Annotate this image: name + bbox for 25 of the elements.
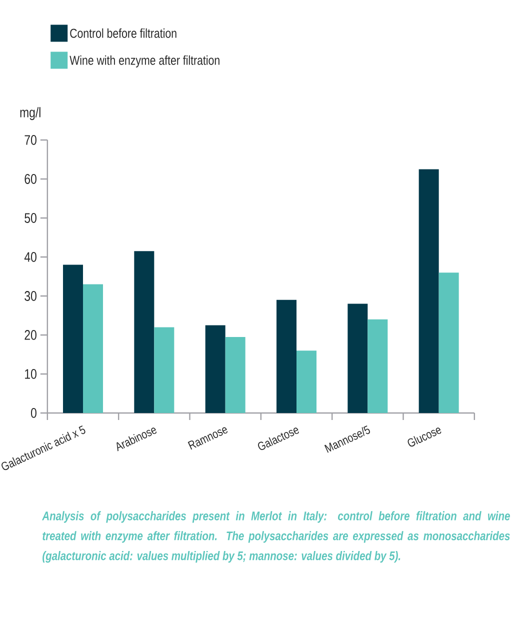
bar (205, 325, 226, 413)
y-tick-label: 70 (24, 135, 36, 145)
legend-label: Wine with enzyme after filtration (70, 55, 220, 68)
y-tick-label: 40 (24, 252, 36, 262)
y-tick-label: 0 (30, 408, 36, 418)
bar (134, 251, 154, 413)
bar (348, 304, 368, 413)
bar (276, 300, 296, 413)
y-tick-label: 60 (24, 174, 36, 184)
bar (154, 327, 174, 413)
text: Analysis of polysaccharides present in Merlot in Italy: control before filtration and wine treated with enzyme after filtration. The polysaccharides are expressed as monosaccharides (galacturonic acid: values multiplied by 5; mannose: values divided by 5). (42, 511, 510, 563)
x-tick-label: Glucose (408, 428, 442, 447)
bar (438, 272, 459, 413)
y-tick-label: 50 (24, 213, 36, 223)
bar (368, 319, 388, 413)
bar (225, 336, 246, 413)
bar (63, 264, 83, 413)
bar (83, 284, 103, 413)
y-tick-label: 30 (24, 291, 36, 301)
y-tick-label: 20 (24, 330, 36, 340)
bar (296, 350, 316, 413)
legend-label: Control before filtration (70, 28, 176, 38)
y-tick-label: 10 (25, 369, 36, 379)
y-axis-title: mg/l (20, 107, 40, 120)
bar (418, 169, 439, 413)
